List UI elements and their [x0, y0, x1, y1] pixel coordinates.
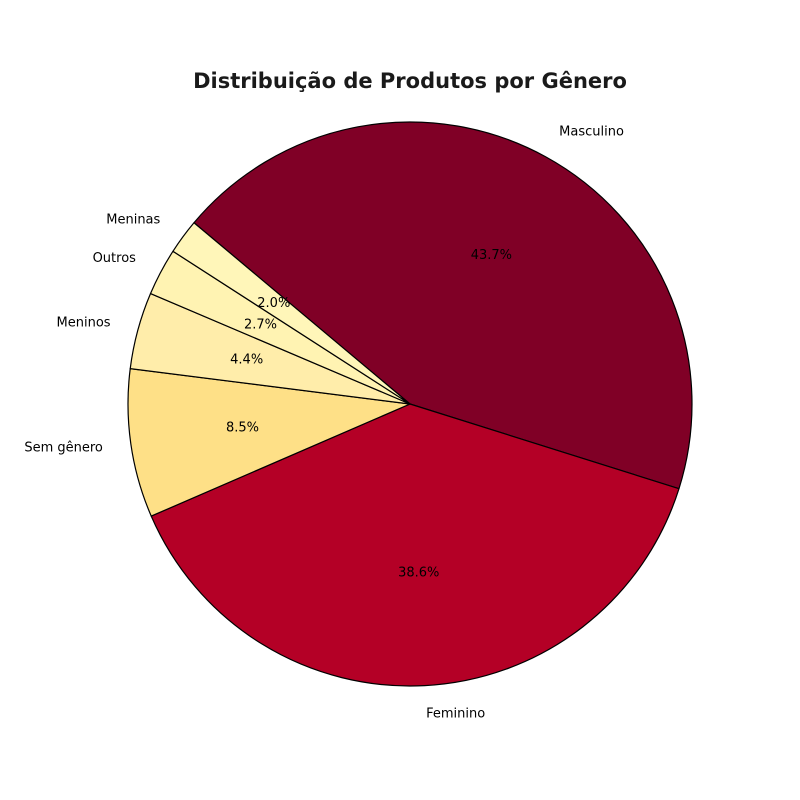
slice-percent-meninos: 4.4%	[230, 352, 263, 367]
slice-label-feminino: Feminino	[426, 706, 485, 721]
slice-percent-outros: 2.7%	[244, 317, 277, 332]
slice-percent-meninas: 2.0%	[257, 296, 290, 311]
slice-label-outros: Outros	[93, 251, 137, 266]
slice-percent-masculino: 43.7%	[471, 248, 512, 263]
pie-slice-meninas	[172, 222, 411, 405]
slice-percent-feminino: 38.6%	[398, 565, 439, 580]
slice-label-masculino: Masculino	[559, 125, 624, 140]
pie-slice-masculino	[193, 121, 693, 490]
pie-slice-feminino	[150, 403, 680, 687]
slice-label-meninas: Meninas	[106, 212, 160, 227]
slice-percent-sem-genero: 8.5%	[226, 420, 259, 435]
pie-labels: Masculino 43.7% Feminino 38.6% Sem gênero 8.5…	[24, 125, 624, 722]
pie-slice-sem-genero	[127, 368, 411, 517]
chart-title: Distribuição de Produtos por Gênero	[193, 69, 627, 93]
slice-label-sem-genero: Sem gênero	[24, 440, 103, 455]
slice-label-meninos: Meninos	[57, 316, 111, 331]
pie-slices	[127, 121, 693, 687]
